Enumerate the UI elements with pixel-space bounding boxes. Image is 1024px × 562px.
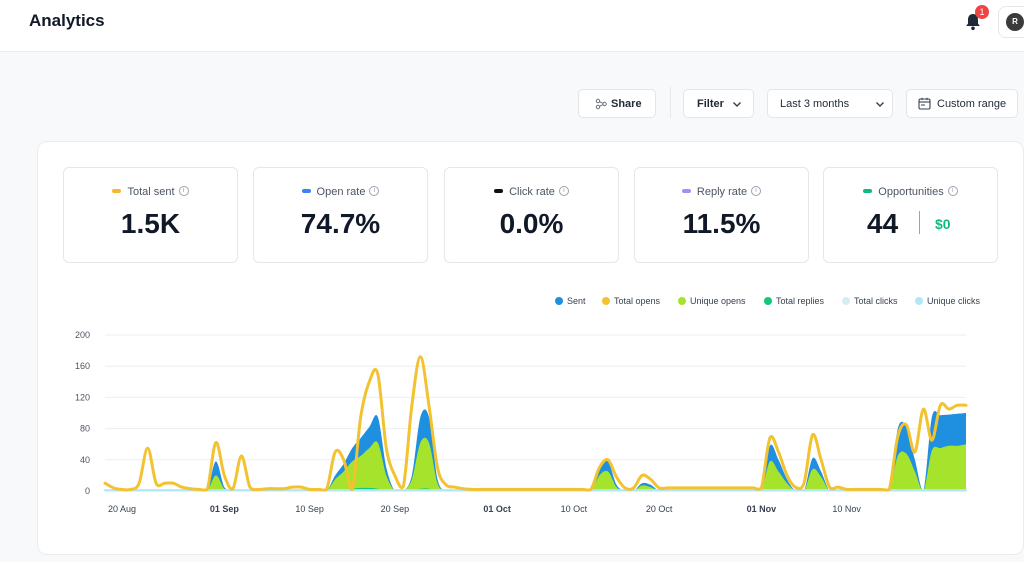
info-icon[interactable]: i xyxy=(558,186,569,197)
legend-dash xyxy=(863,189,873,194)
x-tick-label: 20 Oct xyxy=(646,504,673,514)
info-icon[interactable]: i xyxy=(369,186,380,197)
card-label: Reply rate i xyxy=(635,186,808,198)
top-bar: Analytics 1 R xyxy=(0,0,1024,52)
share-icon xyxy=(595,98,607,109)
y-tick-label: 200 xyxy=(75,330,90,340)
filter-button[interactable]: Filter xyxy=(683,89,754,118)
x-tick-label: 20 Aug xyxy=(108,504,136,514)
notification-badge: 1 xyxy=(975,5,989,19)
y-tick-label: 160 xyxy=(75,361,90,371)
reply-rate-card[interactable]: Reply rate i 11.5% xyxy=(634,167,809,263)
date-range-select[interactable]: Last 3 months xyxy=(767,89,893,118)
legend-item-unique-clicks[interactable]: Unique clicks xyxy=(915,295,980,307)
legend-dot xyxy=(678,297,686,305)
opportunity-value: $0 xyxy=(935,216,951,232)
info-icon[interactable]: i xyxy=(947,186,958,197)
page-title: Analytics xyxy=(29,11,105,30)
legend-dot xyxy=(915,297,923,305)
x-tick-label: 20 Sep xyxy=(381,504,410,514)
legend-dot xyxy=(555,297,563,305)
x-tick-label: 01 Oct xyxy=(483,504,511,514)
x-tick-label: 01 Nov xyxy=(747,504,777,514)
x-tick-label: 01 Sep xyxy=(210,504,240,514)
y-tick-label: 0 xyxy=(85,486,90,496)
card-value: 1.5K xyxy=(120,208,181,239)
y-tick-label: 80 xyxy=(80,424,90,434)
card-label: Total sent i xyxy=(64,186,237,198)
series-area-sent xyxy=(105,409,966,491)
y-tick-label: 120 xyxy=(75,392,90,402)
chevron-down-icon xyxy=(876,101,885,107)
legend-dash xyxy=(112,189,122,194)
card-value: 0.0% xyxy=(499,208,564,239)
legend-item-unique-opens[interactable]: Unique opens xyxy=(678,295,746,307)
chevron-down-icon xyxy=(732,101,741,107)
click-rate-card[interactable]: Click rate i 0.0% xyxy=(444,167,619,263)
x-tick-label: 10 Nov xyxy=(832,504,861,514)
activity-chart: 0 40 80 120 160 200 20 Aug 01 Sep 10 Sep 20 Sep 01… xyxy=(75,330,968,514)
legend-dash xyxy=(494,189,504,194)
legend-item-total-opens[interactable]: Total opens xyxy=(602,295,660,307)
avatar-button[interactable]: R xyxy=(998,6,1024,38)
legend-dash xyxy=(681,189,691,194)
info-icon[interactable]: i xyxy=(178,186,189,197)
open-rate-card[interactable]: Open rate i 74.7% xyxy=(253,167,428,263)
info-icon[interactable]: i xyxy=(751,186,762,197)
legend-dot xyxy=(842,297,850,305)
card-value: 44 xyxy=(867,208,899,239)
total-sent-card[interactable]: Total sent i 1.5K xyxy=(63,167,238,263)
share-button[interactable]: Share xyxy=(578,89,656,118)
legend-dot xyxy=(764,297,772,305)
calendar-icon xyxy=(918,97,931,110)
opportunities-card[interactable]: Opportunities i 44 $0 xyxy=(823,167,998,263)
series-line-total-opens xyxy=(103,355,968,492)
toolbar-divider xyxy=(670,87,671,118)
legend-item-total-replies[interactable]: Total replies xyxy=(764,295,824,307)
custom-range-label: Custom range xyxy=(937,97,1007,110)
y-tick-label: 40 xyxy=(80,455,90,465)
legend-dot xyxy=(602,297,610,305)
value-divider xyxy=(919,211,920,234)
card-label: Opportunities i xyxy=(824,186,997,198)
x-tick-label: 10 Oct xyxy=(561,504,588,514)
card-value: 74.7% xyxy=(300,208,381,239)
legend-item-total-clicks[interactable]: Total clicks xyxy=(842,295,898,307)
card-label: Click rate i xyxy=(445,186,618,198)
x-tick-label: 10 Sep xyxy=(295,504,324,514)
date-range-label: Last 3 months xyxy=(780,97,850,110)
filter-label: Filter xyxy=(697,97,724,110)
custom-range-button[interactable]: Custom range xyxy=(906,89,1018,118)
share-label: Share xyxy=(611,97,642,110)
avatar: R xyxy=(1006,13,1024,31)
card-value: 11.5% xyxy=(682,208,761,239)
legend-item-sent[interactable]: Sent xyxy=(555,295,586,307)
card-label: Open rate i xyxy=(254,186,427,198)
legend-dash xyxy=(301,189,311,194)
